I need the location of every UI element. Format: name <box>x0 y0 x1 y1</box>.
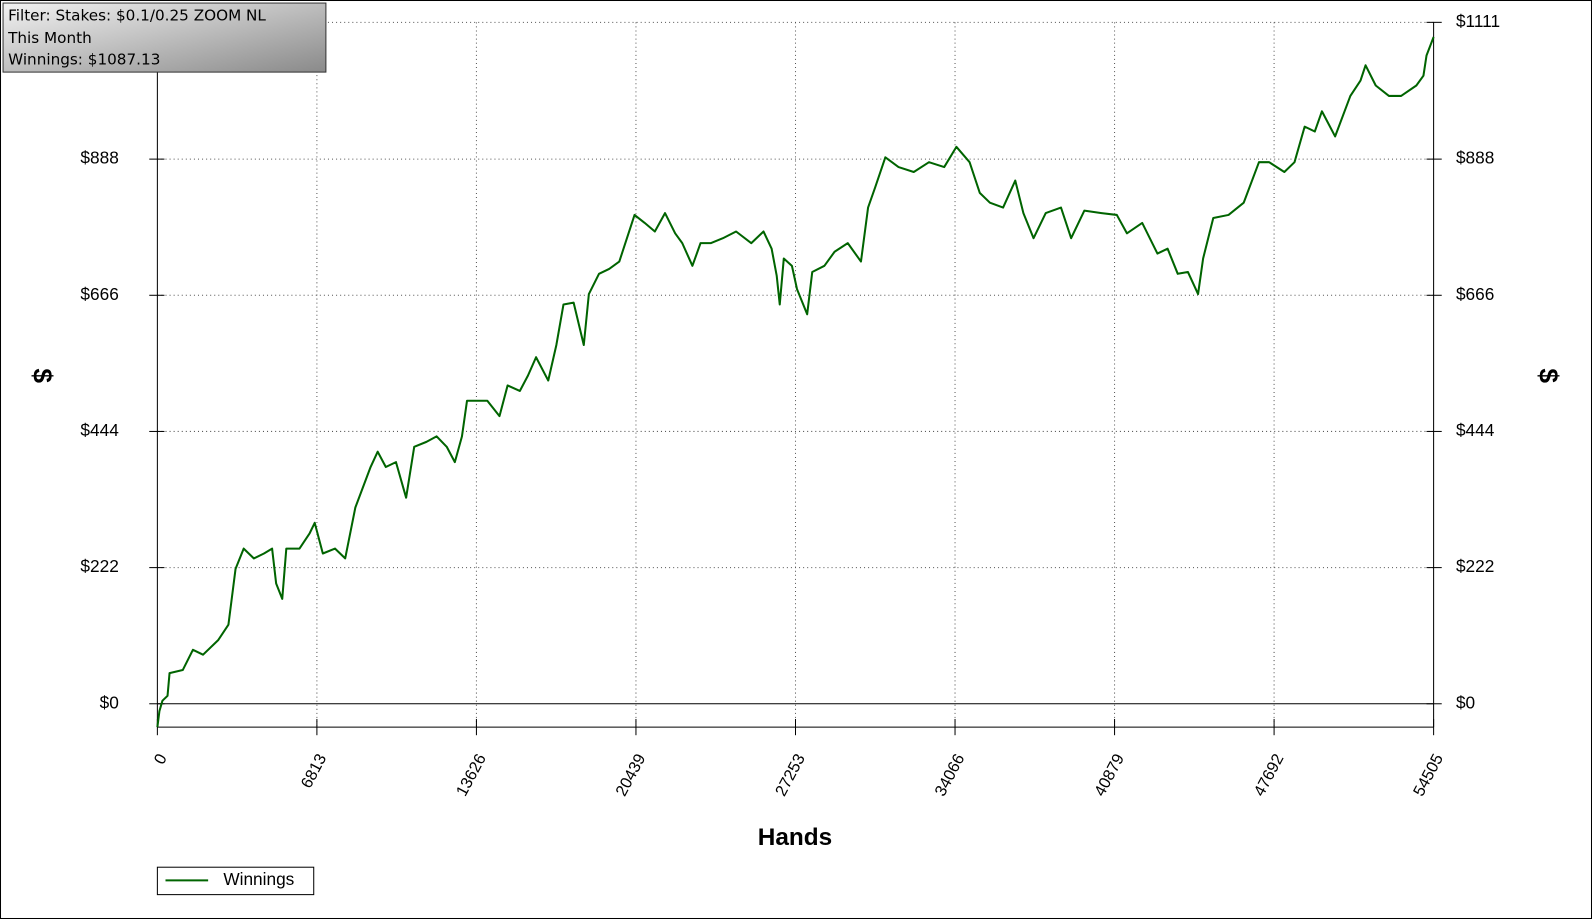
y-axis-title: $ <box>28 368 58 383</box>
y2-tick-label: $1111 <box>1456 11 1500 31</box>
info-line: Filter: Stakes: $0.1/0.25 ZOOM NL <box>8 7 266 25</box>
y2-tick-label: $444 <box>1456 420 1495 440</box>
info-background <box>2 2 327 73</box>
y2-tick-label: $888 <box>1456 148 1494 168</box>
y-tick-label: $222 <box>80 556 118 576</box>
y-tick-label: $666 <box>80 284 118 304</box>
x-axis-title: Hands <box>758 824 832 851</box>
y-tick-label: $444 <box>80 420 119 440</box>
y2-tick-label: $666 <box>1456 284 1494 304</box>
legend: Winnings <box>156 866 315 896</box>
y-tick-label: $0 <box>100 692 119 712</box>
grid <box>157 21 1434 728</box>
series-line <box>156 36 1435 728</box>
y2-axis-title: $ <box>1533 368 1563 383</box>
y-tick-label: $888 <box>80 148 118 168</box>
info-box: Filter: Stakes: $0.1/0.25 ZOOM NL This M… <box>2 2 327 73</box>
legend-label: Winnings <box>223 869 294 889</box>
y2-tick-label: $222 <box>1456 556 1494 576</box>
info-line: This Month <box>7 29 92 47</box>
info-line: Winnings: $1087.13 <box>8 50 160 68</box>
y2-tick-label: $0 <box>1456 692 1475 712</box>
